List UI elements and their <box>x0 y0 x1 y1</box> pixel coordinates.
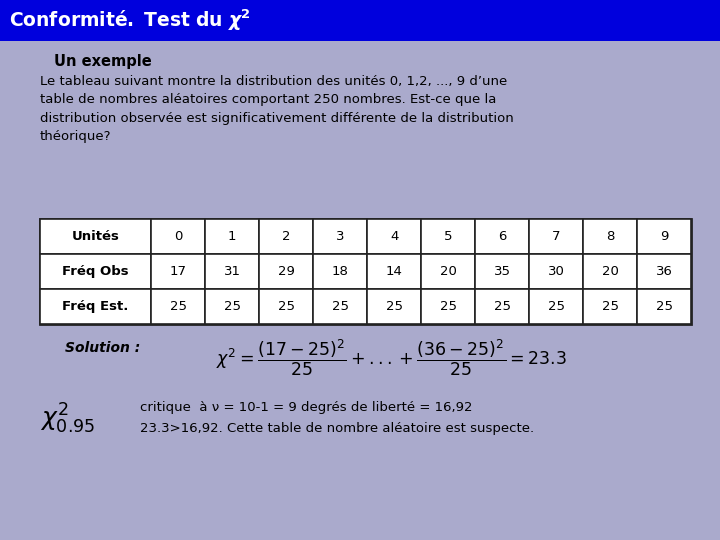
Text: $\chi^2 = \dfrac{(17-25)^2}{25} + ... + \dfrac{(36-25)^2}{25} = 23.3$: $\chi^2 = \dfrac{(17-25)^2}{25} + ... + … <box>216 338 567 378</box>
Text: 35: 35 <box>494 265 510 278</box>
Text: 31: 31 <box>224 265 240 278</box>
Text: 29: 29 <box>278 265 294 278</box>
Text: 14: 14 <box>386 265 402 278</box>
Text: 8: 8 <box>606 230 614 243</box>
Text: 4: 4 <box>390 230 398 243</box>
Text: 25: 25 <box>440 300 456 313</box>
Text: 25: 25 <box>548 300 564 313</box>
Text: Fréq Obs: Fréq Obs <box>62 265 129 278</box>
Text: 25: 25 <box>278 300 294 313</box>
Text: 36: 36 <box>656 265 672 278</box>
Text: 0: 0 <box>174 230 182 243</box>
Text: 20: 20 <box>602 265 618 278</box>
Text: 25: 25 <box>386 300 402 313</box>
Text: 25: 25 <box>494 300 510 313</box>
Text: 25: 25 <box>656 300 672 313</box>
Text: 3: 3 <box>336 230 344 243</box>
Text: 9: 9 <box>660 230 668 243</box>
Text: 25: 25 <box>332 300 348 313</box>
Text: 23.3>16,92. Cette table de nombre aléatoire est suspecte.: 23.3>16,92. Cette table de nombre aléato… <box>140 422 534 435</box>
Text: 6: 6 <box>498 230 506 243</box>
Text: 25: 25 <box>170 300 186 313</box>
Text: 25: 25 <box>602 300 618 313</box>
Text: 1: 1 <box>228 230 236 243</box>
Text: critique  à ν = 10-1 = 9 degrés de liberté = 16,92: critique à ν = 10-1 = 9 degrés de libert… <box>140 401 473 414</box>
Text: Un exemple: Un exemple <box>54 54 152 69</box>
Text: $\chi^2_{0.95}$: $\chi^2_{0.95}$ <box>40 402 95 436</box>
Text: Le tableau suivant montre la distribution des unités 0, 1,2, ..., 9 d’une
table : Le tableau suivant montre la distributio… <box>40 75 513 143</box>
Text: 7: 7 <box>552 230 560 243</box>
Text: $\mathbf{Conformité.\ Test\ du\ } \boldsymbol{\chi}^{\mathbf{2}}$: $\mathbf{Conformité.\ Test\ du\ } \bolds… <box>9 8 251 33</box>
Text: 25: 25 <box>224 300 240 313</box>
Text: Solution :: Solution : <box>65 341 140 355</box>
Text: 2: 2 <box>282 230 290 243</box>
Text: 20: 20 <box>440 265 456 278</box>
Text: 18: 18 <box>332 265 348 278</box>
Text: 30: 30 <box>548 265 564 278</box>
Text: 5: 5 <box>444 230 452 243</box>
Text: Fréq Est.: Fréq Est. <box>62 300 129 313</box>
Text: Unités: Unités <box>71 230 120 243</box>
Text: 17: 17 <box>170 265 186 278</box>
